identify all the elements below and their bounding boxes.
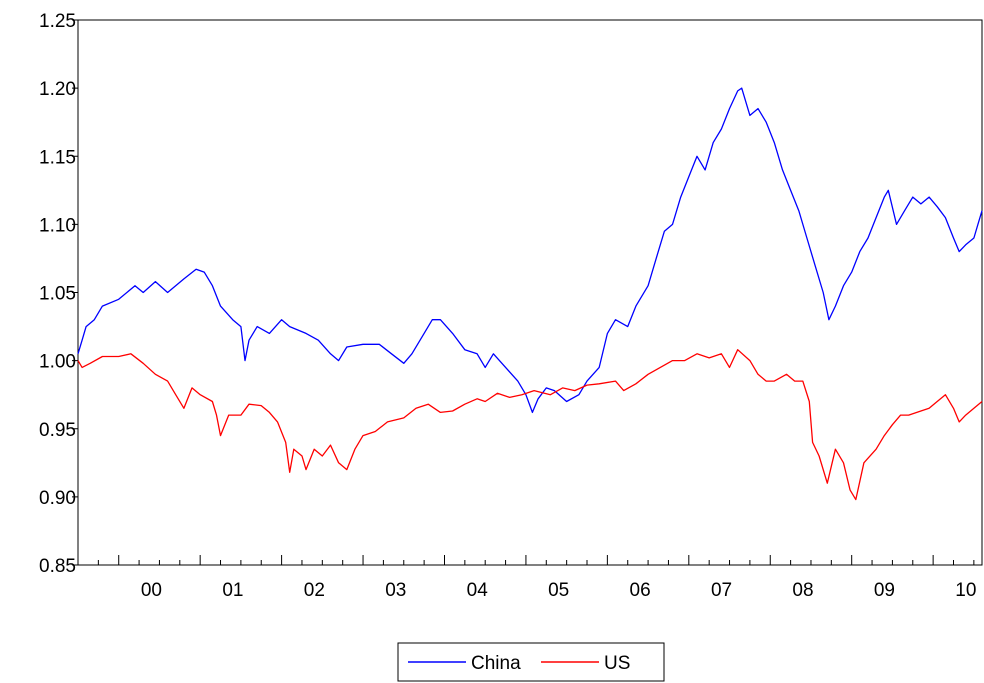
plot-frame-border [77,19,983,566]
series-line-china [77,87,983,414]
x-tick-label: 01 [222,580,243,601]
y-axis: 0.85 0.90 0.95 1.00 1.05 1.10 1.15 1.20 1.25 [39,11,78,577]
series-lines [77,87,983,501]
x-tick-label: 03 [385,580,406,601]
y-tick-label: 1.00 [39,352,76,373]
x-tick-label: 00 [141,580,162,601]
y-tick-label: 0.85 [39,556,76,577]
y-tick-label: 1.15 [39,147,76,168]
x-tick-label: 09 [874,580,895,601]
x-tick-label: 10 [955,580,976,601]
y-tick-label: 0.95 [39,420,76,441]
y-tick-label: 1.20 [39,79,76,100]
legend-label-china: China [471,653,521,674]
x-tick-label: 02 [304,580,325,601]
legend: China US [397,642,665,682]
y-tick-label: 1.05 [39,284,76,305]
x-tick-label: 08 [792,580,813,601]
x-tick-label: 04 [467,580,489,601]
y-tick-label: 0.90 [39,488,76,509]
series-line-us [77,349,983,501]
x-tick-label: 05 [548,580,569,601]
x-axis: 00 01 02 03 04 05 06 07 08 09 10 [97,555,976,601]
legend-label-us: US [604,653,630,674]
y-tick-label: 1.25 [39,11,76,32]
y-tick-label: 1.10 [39,215,76,236]
plot-frame [77,19,983,566]
x-tick-label: 07 [711,580,732,601]
x-tick-label: 06 [630,580,651,601]
